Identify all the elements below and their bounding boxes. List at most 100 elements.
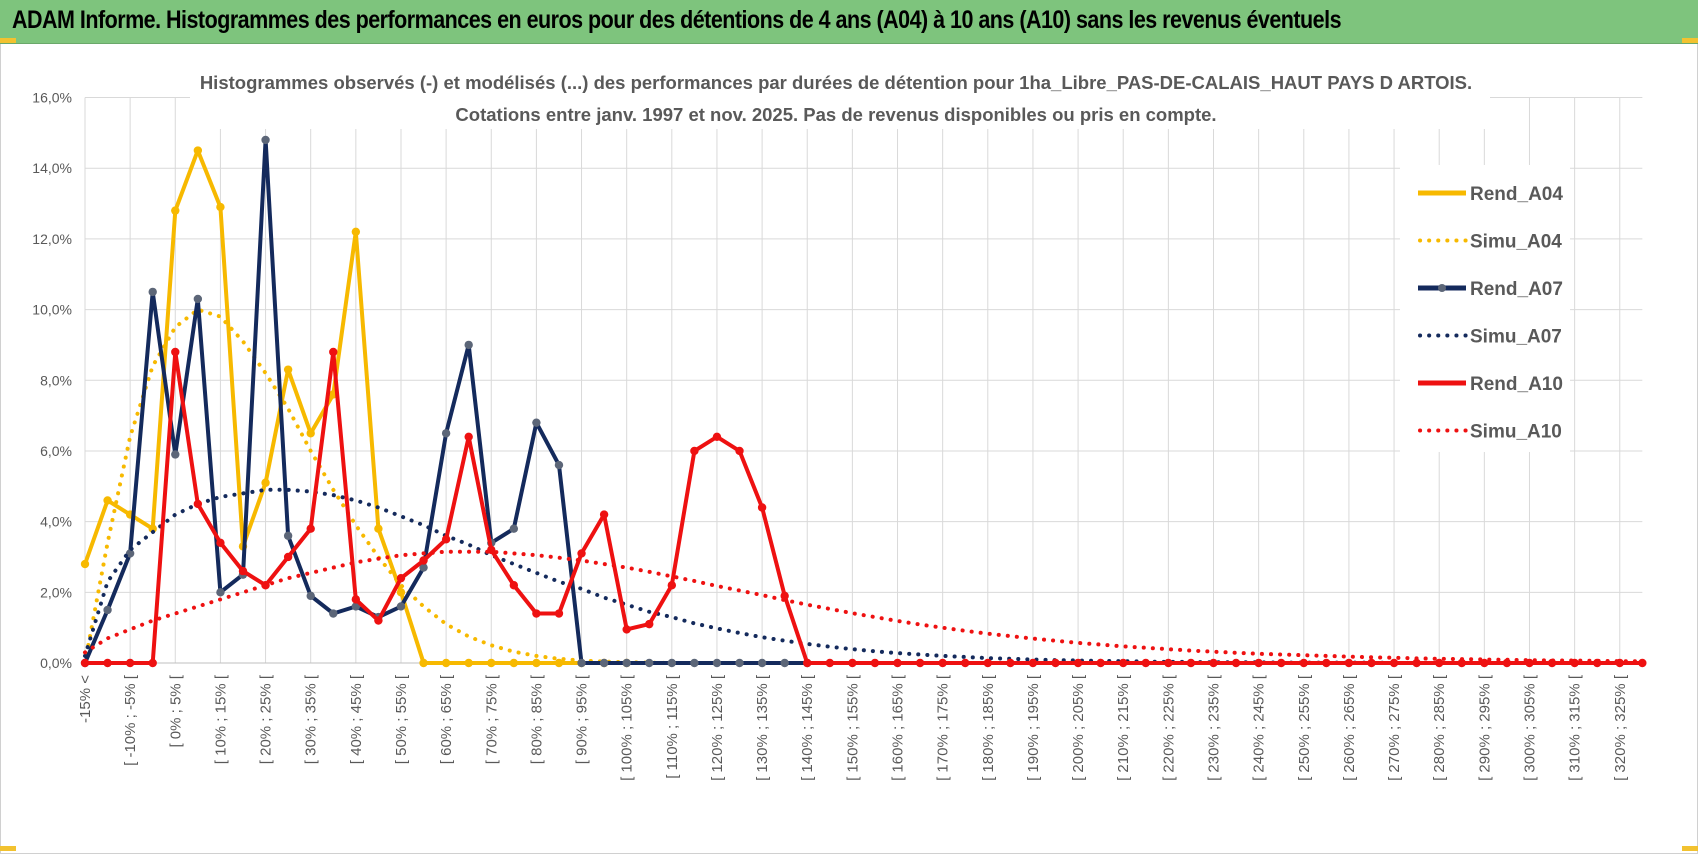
- data-point: [1254, 658, 1263, 668]
- data-point: [509, 581, 519, 590]
- data-point: [419, 563, 428, 572]
- data-point: [125, 658, 135, 668]
- data-point: [1480, 658, 1489, 668]
- data-point: [667, 581, 677, 590]
- data-point: [216, 588, 225, 597]
- x-tick-label: [ 280% ; 285% [: [1431, 674, 1448, 781]
- series-line-simu-a07: [83, 487, 1645, 665]
- data-point: [1435, 658, 1444, 668]
- data-point: [532, 658, 541, 668]
- chart-title: Histogrammes observés (-) et modélisés (…: [200, 72, 1472, 93]
- legend-label: Rend_A07: [1470, 279, 1563, 300]
- data-point: [825, 658, 835, 668]
- legend-background: [1400, 165, 1570, 452]
- data-point: [554, 658, 564, 668]
- x-tick-label: [ 120% ; 125% [: [709, 674, 726, 781]
- x-tick-label: [ 10% ; 15% [: [212, 674, 229, 764]
- corner-mark-top-right: [1682, 38, 1698, 43]
- data-point: [554, 460, 564, 470]
- data-point: [171, 347, 180, 357]
- data-point: [441, 535, 451, 544]
- data-point: [509, 658, 519, 668]
- x-tick-label: [ 80% ; 85% [: [528, 674, 545, 764]
- y-axis-ticks: 0,0% 2,0% 4,0% 6,0% 8,0% 10,0% 12,0% 14,0% 16,0%: [32, 90, 72, 672]
- data-point: [645, 658, 654, 668]
- data-point: [329, 609, 338, 618]
- data-point: [464, 340, 473, 350]
- data-point: [554, 609, 564, 618]
- y-tick-label: 10,0%: [32, 302, 72, 318]
- data-point: [599, 658, 609, 668]
- data-point: [193, 294, 203, 304]
- data-point: [374, 524, 383, 533]
- y-tick-label: 8,0%: [40, 372, 72, 388]
- data-point: [148, 287, 157, 297]
- data-point: [983, 658, 992, 668]
- data-point: [103, 496, 112, 505]
- x-tick-label: [ 250% ; 255% [: [1296, 674, 1313, 781]
- data-point: [306, 524, 315, 533]
- legend-item-rend-a10: Rend_A10: [1418, 374, 1563, 395]
- data-point: [938, 658, 947, 668]
- x-tick-label: [ -10% ; -5% [: [122, 674, 139, 766]
- data-point: [487, 658, 496, 668]
- data-point: [238, 566, 248, 576]
- x-tick-label: [ 110% ; 115% [: [664, 674, 681, 779]
- x-tick-label: [ 260% ; 265% [: [1341, 674, 1358, 781]
- data-point: [509, 524, 519, 533]
- data-point: [216, 538, 225, 548]
- x-tick-label: [ 20% ; 25% [: [258, 674, 275, 764]
- x-tick-label: [ 290% ; 295% [: [1476, 674, 1493, 781]
- legend-item-rend-a04: Rend_A04: [1418, 184, 1563, 205]
- data-point: [1322, 658, 1331, 668]
- data-point: [351, 595, 361, 604]
- data-point: [1073, 658, 1083, 668]
- x-tick-label: [ 60% ; 65% [: [438, 674, 455, 764]
- data-point: [1051, 658, 1060, 668]
- data-point: [261, 135, 270, 145]
- data-point: [419, 658, 428, 668]
- data-point: [915, 658, 925, 668]
- data-point: [148, 658, 157, 668]
- data-point: [645, 619, 654, 629]
- data-point: [532, 418, 541, 427]
- x-tick-label: [ 180% ; 185% [: [980, 674, 997, 781]
- data-point: [261, 478, 270, 487]
- data-point: [1367, 658, 1376, 668]
- data-point: [193, 146, 203, 155]
- report-title: ADAM Informe. Histogrammes des performan…: [12, 6, 1342, 34]
- x-tick-label: [ 230% ; 235% [: [1206, 674, 1223, 781]
- data-point: [1412, 658, 1421, 668]
- data-point: [803, 658, 812, 668]
- data-point: [690, 446, 699, 456]
- legend-item-rend-a07: Rend_A07: [1418, 279, 1563, 300]
- legend-label: Rend_A10: [1470, 374, 1563, 395]
- data-point: [577, 658, 586, 668]
- data-point: [283, 365, 293, 374]
- data-point: [599, 510, 609, 519]
- x-tick-label: [ 170% ; 175% [: [935, 674, 952, 781]
- x-tick-label: [ 220% ; 225% [: [1160, 674, 1177, 781]
- data-point: [712, 432, 722, 441]
- y-tick-label: 12,0%: [32, 231, 72, 247]
- data-point: [441, 658, 451, 668]
- x-tick-label: [ 40% ; 45% [: [348, 674, 365, 764]
- data-point: [80, 559, 90, 569]
- data-point: [329, 347, 338, 357]
- y-tick-label: 4,0%: [40, 514, 72, 530]
- data-point: [351, 602, 361, 611]
- data-point: [306, 429, 315, 438]
- corner-mark-bottom-right: [1682, 846, 1698, 851]
- data-point: [1231, 658, 1241, 668]
- series-line-rend-a10: [85, 350, 1643, 665]
- data-point: [1164, 658, 1173, 668]
- x-tick-label: [ 0% ; 5% [: [167, 674, 184, 747]
- legend-marker: [1438, 284, 1446, 292]
- legend-label: Simu_A04: [1470, 232, 1562, 253]
- data-point: [577, 549, 586, 558]
- data-point: [80, 658, 90, 668]
- x-tick-label: [ 160% ; 165% [: [890, 674, 907, 781]
- data-point: [712, 658, 722, 668]
- data-point: [283, 531, 293, 540]
